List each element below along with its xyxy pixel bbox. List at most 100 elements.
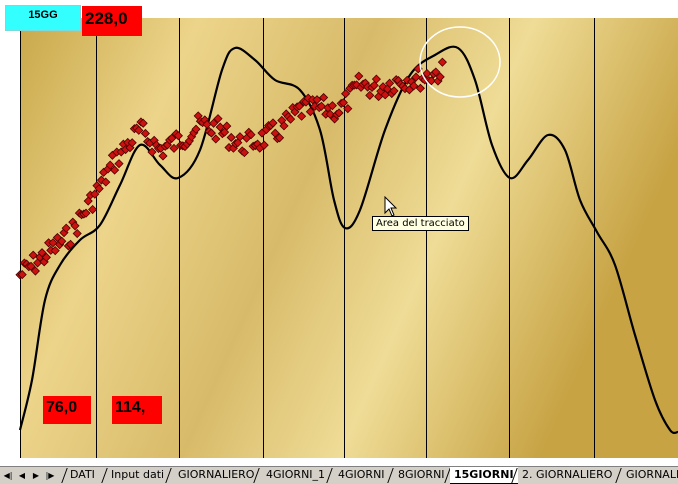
scatter-marker bbox=[50, 246, 60, 256]
tab-input-dati[interactable]: Input dati bbox=[111, 468, 165, 481]
scatter-marker bbox=[167, 133, 177, 143]
tab-4giorni[interactable]: 4GIORNI bbox=[338, 468, 385, 481]
tab-4giorni-1[interactable]: 4GIORNI_1 bbox=[266, 468, 326, 481]
scatter-marker bbox=[140, 128, 150, 139]
scatter-marker bbox=[169, 143, 179, 153]
chart-tooltip: Area del tracciato bbox=[372, 216, 469, 231]
value-box-2: 114, bbox=[112, 396, 162, 424]
scatter-marker bbox=[415, 83, 425, 93]
next-sheet-icon[interactable]: ▶ bbox=[32, 471, 40, 480]
scatter-marker bbox=[294, 101, 304, 111]
scatter-marker bbox=[191, 124, 201, 134]
scatter-marker bbox=[94, 184, 104, 194]
scatter-marker bbox=[312, 95, 322, 105]
scatter-marker bbox=[110, 165, 120, 175]
scatter-marker bbox=[57, 236, 67, 246]
tab-2-giornaliero[interactable]: 2. GIORNALIERO bbox=[522, 468, 613, 481]
prev-sheet-icon[interactable]: ◀ bbox=[18, 471, 26, 480]
highlight-circle bbox=[419, 26, 501, 98]
scatter-marker bbox=[96, 175, 106, 185]
scatter-marker bbox=[239, 148, 249, 158]
scatter-marker bbox=[409, 81, 419, 91]
scatter-marker bbox=[88, 204, 98, 215]
tab-dati[interactable]: DATI bbox=[70, 468, 95, 481]
scatter-marker bbox=[334, 108, 344, 118]
scatter-marker bbox=[226, 132, 236, 143]
period-badge: 15GG bbox=[5, 5, 81, 31]
scatter-marker bbox=[431, 67, 441, 77]
scatter-marker bbox=[30, 266, 40, 276]
scatter-marker bbox=[147, 147, 157, 157]
first-sheet-icon[interactable]: ◀| bbox=[3, 471, 13, 480]
scatter-marker bbox=[371, 74, 381, 84]
scatter-marker bbox=[158, 151, 168, 161]
scatter-marker bbox=[83, 196, 93, 206]
scatter-marker bbox=[259, 140, 269, 150]
scatter-marker bbox=[173, 131, 183, 141]
scatter-marker bbox=[382, 84, 392, 94]
scatter-marker bbox=[343, 104, 353, 114]
scatter-marker bbox=[127, 138, 137, 148]
scatter-marker bbox=[72, 228, 82, 239]
scatter-marker bbox=[389, 86, 399, 96]
scatter-marker bbox=[211, 134, 221, 144]
mouse-pointer-icon bbox=[384, 196, 398, 217]
scatter-marker bbox=[435, 72, 445, 82]
scatter-marker bbox=[101, 177, 111, 187]
scatter-marker bbox=[66, 239, 76, 249]
scatter-marker bbox=[26, 261, 36, 271]
chart-area[interactable]: 15GG 228,0 76,0 114, Area del tracciato bbox=[0, 0, 678, 466]
scatter-marker bbox=[319, 92, 329, 103]
scatter-marker bbox=[365, 90, 375, 100]
tab-15giorni[interactable]: 15GIORNI bbox=[450, 467, 518, 484]
smooth-curve-series bbox=[18, 45, 678, 434]
plot-area[interactable] bbox=[0, 0, 678, 466]
scatter-marker bbox=[48, 238, 58, 248]
scatter-marker bbox=[206, 128, 216, 138]
scatter-marker bbox=[41, 252, 51, 262]
scatter-marker bbox=[17, 270, 27, 280]
scatter-marker bbox=[426, 76, 436, 86]
scatter-marker bbox=[411, 72, 421, 82]
scatter-marker bbox=[105, 160, 115, 170]
scatter-marker bbox=[354, 71, 364, 81]
scatter-marker bbox=[275, 133, 285, 143]
scatter-marker bbox=[222, 121, 232, 131]
last-sheet-icon[interactable]: |▶ bbox=[45, 471, 55, 480]
scatter-marker bbox=[61, 223, 71, 233]
scatter-marker bbox=[28, 250, 38, 260]
scatter-marker bbox=[52, 232, 62, 243]
scatter-marker bbox=[268, 118, 278, 128]
scatter-marker bbox=[297, 111, 307, 121]
scatter-marker bbox=[90, 189, 100, 199]
scatter-marker bbox=[437, 57, 447, 67]
scatter-marker bbox=[37, 248, 47, 258]
scatter-marker bbox=[338, 98, 348, 108]
scatter-marker bbox=[235, 132, 245, 142]
scatter-marker bbox=[81, 208, 91, 218]
scatter-marker bbox=[341, 89, 351, 99]
scatter-marker bbox=[70, 221, 80, 231]
vertical-gridlines bbox=[96, 18, 595, 458]
scatter-marker bbox=[305, 107, 315, 117]
scatter-marker bbox=[286, 114, 296, 124]
scatter-marker bbox=[385, 78, 395, 88]
sheet-tab-bar: ◀| ◀ ▶ |▶ DATI Input dati GIORNALIERO 4G… bbox=[0, 466, 678, 484]
scatter-marker bbox=[325, 109, 335, 119]
scatter-marker bbox=[422, 68, 432, 79]
tab-8giorni[interactable]: 8GIORNI bbox=[398, 468, 445, 481]
scatter-marker bbox=[327, 101, 337, 111]
max-value-box: 228,0 bbox=[82, 6, 142, 36]
scatter-marker bbox=[246, 130, 256, 140]
scatter-series bbox=[15, 57, 447, 280]
scatter-marker bbox=[209, 118, 219, 128]
tab-giornalie[interactable]: GIORNALIE bbox=[626, 468, 678, 481]
value-box-1: 76,0 bbox=[43, 396, 91, 424]
scatter-marker bbox=[138, 118, 148, 128]
scatter-marker bbox=[279, 121, 289, 131]
scatter-marker bbox=[316, 101, 326, 111]
scatter-marker bbox=[213, 114, 223, 124]
scatter-marker bbox=[134, 125, 144, 135]
tab-giornaliero[interactable]: GIORNALIERO bbox=[178, 468, 255, 481]
scatter-marker bbox=[114, 159, 124, 169]
